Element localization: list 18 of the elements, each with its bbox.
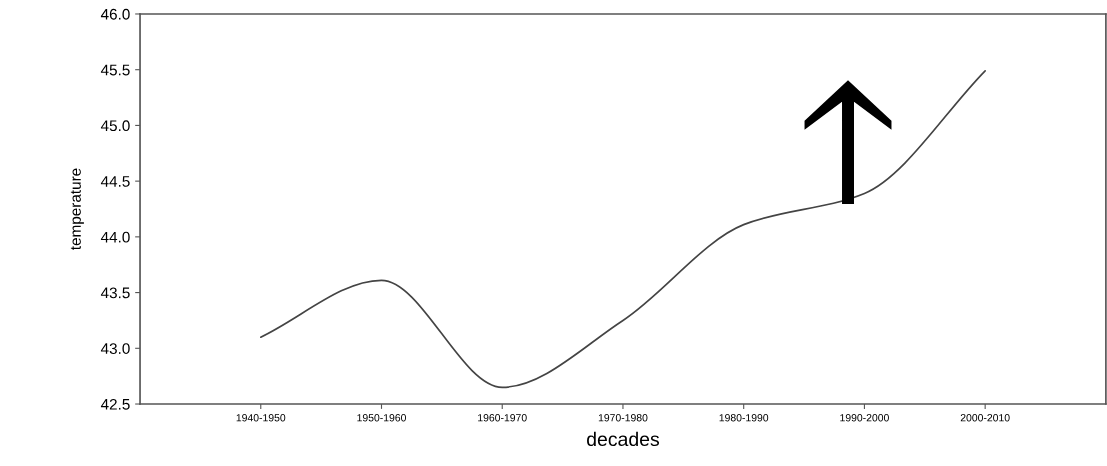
- x-tick-label: 1980-1990: [719, 414, 769, 422]
- y-tick-label: 45.5: [100, 64, 130, 76]
- y-axis-title: temperature: [70, 168, 84, 250]
- line-series: [259, 69, 986, 389]
- y-tick-label: 43.0: [100, 343, 130, 354]
- y-tick-label: 45.0: [100, 120, 130, 132]
- y-tick-label: 44.5: [100, 176, 130, 187]
- y-tick-label: 44.0: [100, 231, 130, 243]
- x-tick-label: 1950-1960: [357, 414, 406, 422]
- y-tick-label: 43.5: [100, 287, 130, 299]
- x-tick-label: 1970-1980: [598, 414, 648, 422]
- x-tick-label: 2000-2010: [960, 414, 1010, 422]
- x-tick-label: 1960-1970: [478, 414, 527, 422]
- x-axis-title: decades: [587, 431, 660, 447]
- y-tick-label: 46.0: [100, 8, 130, 20]
- x-tick-label: 1990-2000: [840, 414, 889, 422]
- y-tick-label: 42.5: [100, 398, 130, 410]
- x-tick-label: 1940-1950: [236, 414, 286, 422]
